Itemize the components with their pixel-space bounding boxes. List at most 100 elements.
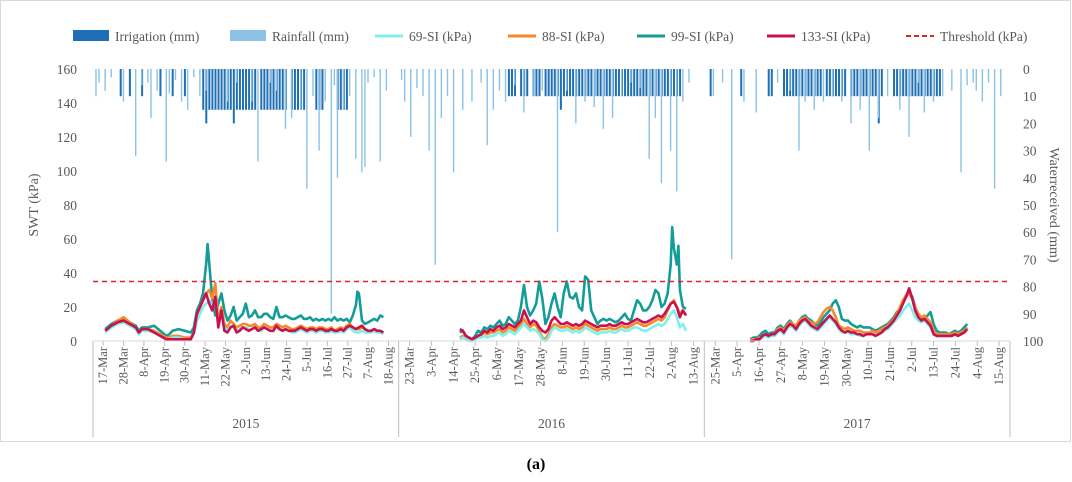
irrigation-bar xyxy=(624,69,627,97)
date-tick-label: 22-May xyxy=(218,346,232,386)
rainfall-bar xyxy=(361,69,363,173)
s133-line xyxy=(459,300,688,341)
rainfall-bar xyxy=(743,69,745,102)
rainfall-bar xyxy=(330,69,333,314)
rainfall-bar xyxy=(676,69,678,192)
irrigation-bar xyxy=(119,69,122,97)
irrigation-bar xyxy=(223,69,226,110)
rainfall-bar xyxy=(960,69,962,173)
rainfall-bar xyxy=(899,69,901,110)
irrigation-bar xyxy=(205,69,208,124)
lines-layer xyxy=(93,225,1010,343)
rainfall-bar xyxy=(141,69,143,86)
date-tick-label: 5-Jul xyxy=(300,346,314,372)
s88-line xyxy=(104,281,385,339)
rainfall-bar xyxy=(776,69,779,83)
legend-swatch-rainfall xyxy=(230,30,266,41)
y-left-tick: 20 xyxy=(64,300,78,315)
date-tick-label: 27-Jul xyxy=(341,346,355,378)
rainfall-bar xyxy=(355,69,357,159)
y-left-title: SWT (kPa) xyxy=(27,173,42,236)
rainfall-bar xyxy=(789,69,791,91)
rainfall-bar xyxy=(480,69,482,83)
date-tick-label: 8-Apr xyxy=(137,346,151,377)
irrigation-bar xyxy=(569,69,572,97)
irrigation-bar xyxy=(929,69,932,97)
date-tick-label: 30-Jun xyxy=(599,346,613,381)
irrigation-bar xyxy=(599,69,602,97)
irrigation-bar xyxy=(220,69,223,110)
s99-line xyxy=(104,242,385,338)
rainfall-bar xyxy=(333,69,336,86)
s88-line xyxy=(459,298,688,341)
irrigation-bar xyxy=(792,69,795,97)
irrigation-bar xyxy=(266,69,269,110)
date-tick-label: 8-May xyxy=(796,346,810,380)
y-right-tick: 0 xyxy=(1023,62,1030,77)
rainfall-bar xyxy=(669,69,672,151)
rainfall-bar xyxy=(452,69,455,173)
rainfall-bar xyxy=(306,69,308,189)
year-label: 2015 xyxy=(232,416,259,431)
y-right-tick: 90 xyxy=(1023,307,1037,322)
date-tick-label: 2-Aug xyxy=(665,346,679,379)
axes: 0 20 40 60 80 100 120 140 160 0 10 20 30 40 50 60 70 80 90… xyxy=(57,62,1044,437)
y-right-tick: 50 xyxy=(1023,198,1037,213)
irrigation-bar xyxy=(828,69,831,97)
rainfall-bar xyxy=(373,69,375,78)
irrigation-bar xyxy=(642,69,645,97)
irrigation-bar xyxy=(214,69,217,110)
rainfall-bar xyxy=(205,69,207,91)
rainfall-bar xyxy=(941,69,944,97)
irrigation-bar xyxy=(614,69,617,97)
irrigation-bar xyxy=(819,69,822,97)
rainfall-bar xyxy=(972,69,974,83)
irrigation-bar xyxy=(856,69,859,97)
irrigation-bar xyxy=(128,69,131,97)
rainfall-bar xyxy=(434,69,436,265)
irrigation-bar xyxy=(920,69,923,97)
date-tick-label: 11-May xyxy=(198,346,212,386)
y-left-tick: 160 xyxy=(57,62,78,77)
rainfall-bar xyxy=(186,69,189,110)
irrigation-bar xyxy=(740,69,743,97)
rainfall-bar xyxy=(886,69,889,97)
rainfall-bar xyxy=(180,69,183,102)
rainfall-bar xyxy=(486,69,488,146)
irrigation-bar xyxy=(229,69,232,110)
date-tick-label: 7-Aug xyxy=(361,346,375,379)
irrigation-bar xyxy=(171,69,174,97)
figure-caption: (a) xyxy=(527,456,546,473)
rainfall-bar xyxy=(98,69,100,83)
date-tick-label: 25-Apr xyxy=(468,346,482,383)
irrigation-bar xyxy=(278,69,281,110)
rainfall-bar xyxy=(755,69,757,113)
irrigation-bar xyxy=(248,69,251,110)
rainfall-bar xyxy=(300,69,302,110)
irrigation-bar xyxy=(538,69,541,97)
irrigation-bar xyxy=(657,69,660,97)
legend-label-s133: 133-SI (kPa) xyxy=(801,29,870,44)
date-tick-label: 30-Apr xyxy=(178,346,192,383)
y-right-title: Waterreceived (mm) xyxy=(1046,147,1061,262)
irrigation-bar xyxy=(786,69,789,97)
y-right-tick: 40 xyxy=(1023,171,1037,186)
rainfall-bar xyxy=(721,69,724,83)
irrigation-bar xyxy=(202,69,205,110)
rainfall-bar xyxy=(877,69,880,118)
legend-label-threshold: Threshold (kPa) xyxy=(940,29,1027,44)
rainfall-bar xyxy=(908,69,910,137)
irrigation-bar xyxy=(853,69,856,97)
irrigation-bar xyxy=(303,69,306,110)
rainfall-bar xyxy=(385,69,388,91)
rainfall-bar xyxy=(584,69,586,102)
rainfall-bar xyxy=(575,69,577,124)
irrigation-bar xyxy=(862,69,865,97)
irrigation-bar xyxy=(339,69,342,110)
rainfall-bar xyxy=(975,69,977,91)
irrigation-bar xyxy=(293,69,296,110)
rainfall-bar xyxy=(471,69,473,102)
date-tick-label: 13-Jul xyxy=(927,346,941,378)
rainfall-bar xyxy=(147,69,149,83)
